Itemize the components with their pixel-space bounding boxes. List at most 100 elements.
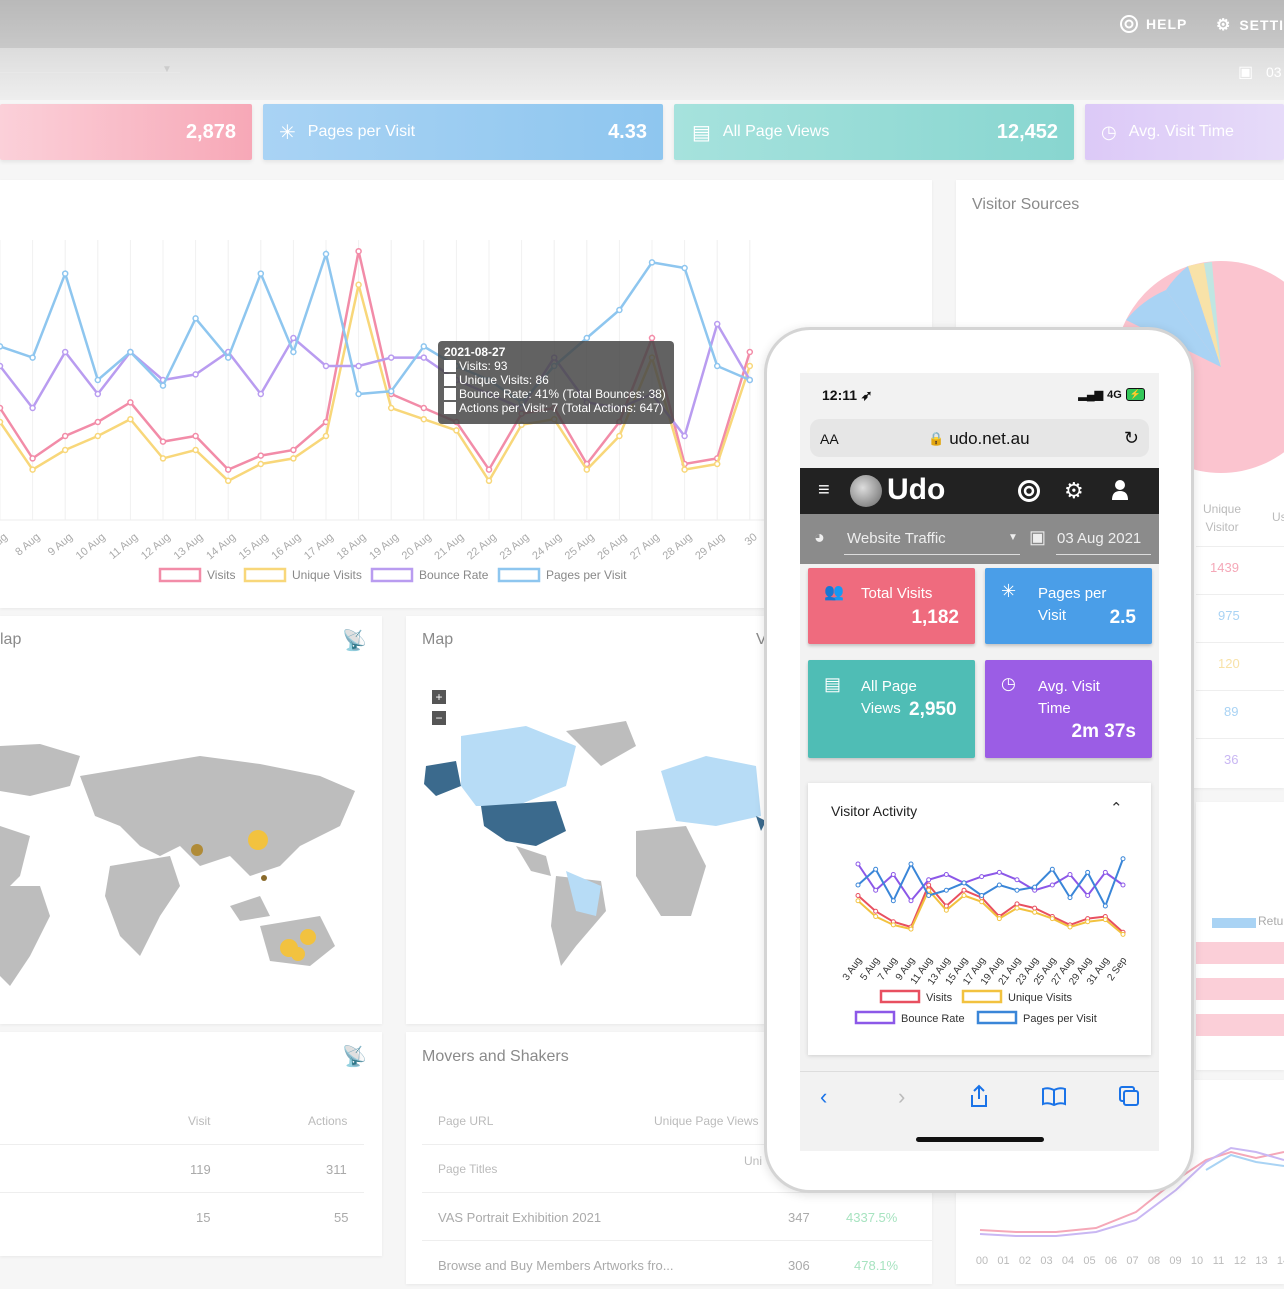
pie-slice[interactable]	[1166, 266, 1221, 367]
bar[interactable]	[1196, 942, 1284, 964]
pie-slice[interactable]	[1188, 263, 1221, 367]
data-point	[224, 477, 232, 485]
data-point	[0, 343, 4, 350]
map-marker[interactable]	[248, 830, 268, 850]
report-select[interactable]: Website Traffic	[847, 530, 946, 547]
pie-slice[interactable]	[1126, 290, 1221, 367]
legend-swatch	[370, 567, 414, 583]
table-cell: 15	[196, 1210, 211, 1225]
data-point	[1102, 903, 1108, 909]
legend-swatch	[243, 567, 287, 583]
legend-label: Unique Visits	[292, 568, 362, 582]
data-point	[94, 376, 102, 384]
data-point	[290, 334, 297, 342]
avatar[interactable]	[850, 475, 882, 507]
gear-icon[interactable]: ⚙	[1064, 478, 1084, 503]
zoom-in-button[interactable]: +	[432, 690, 446, 704]
legend-label: Bounce Rate	[901, 1013, 965, 1025]
data-point	[61, 446, 69, 454]
choropleth-map[interactable]	[406, 616, 766, 1024]
legend-swatch	[1212, 918, 1256, 928]
forward-icon[interactable]: ›	[898, 1084, 906, 1109]
date-field[interactable]: 03 Aug 2021	[1057, 530, 1142, 547]
bookmarks-icon[interactable]	[1041, 1086, 1067, 1106]
table-cell[interactable]: VAS Portrait Exhibition 2021	[438, 1210, 602, 1225]
date-field[interactable]: 03	[1266, 64, 1282, 80]
share-icon[interactable]	[968, 1084, 990, 1108]
data-point	[583, 334, 591, 342]
map-marker[interactable]	[291, 947, 305, 961]
chevron-down-icon: ▼	[162, 64, 172, 75]
metric-card-pages-per-visit: ✳ Pages per Visit 2.5	[985, 568, 1152, 644]
data-point	[943, 872, 949, 877]
data-point	[681, 466, 688, 473]
data-point	[29, 404, 36, 412]
legend-swatch	[854, 1010, 896, 1025]
table-cell: 55	[334, 1210, 349, 1225]
url-text[interactable]: 🔒 udo.net.au	[928, 429, 1030, 448]
pie-slice[interactable]	[1204, 262, 1221, 367]
dropdown-stub[interactable]: V	[756, 631, 767, 648]
x-tick-label: 18 Aug	[335, 531, 369, 562]
broadcast-icon[interactable]: 📡	[342, 630, 367, 652]
table-cell: 347	[788, 1210, 810, 1225]
report-dropdown[interactable]	[0, 72, 180, 73]
help-button[interactable]: HELP	[1120, 15, 1187, 33]
text-size-button[interactable]: AA	[820, 431, 839, 447]
data-point	[890, 922, 896, 928]
calendar-icon[interactable]: ▣	[1238, 64, 1254, 81]
data-point	[1032, 909, 1038, 915]
data-point	[873, 887, 879, 893]
data-point	[713, 460, 721, 468]
data-point	[873, 866, 879, 872]
back-icon[interactable]: ‹	[820, 1084, 828, 1109]
data-point	[961, 880, 967, 886]
table-cell: 478.1%	[854, 1258, 899, 1273]
table-cell: 36	[1224, 752, 1239, 767]
world-map[interactable]	[0, 616, 382, 1024]
data-point	[290, 455, 297, 462]
x-tick-label: 01	[997, 1255, 1009, 1267]
data-point	[61, 432, 69, 440]
tabs-icon[interactable]	[1118, 1085, 1140, 1107]
bar[interactable]	[1196, 1014, 1284, 1036]
column-header: Page Titles	[438, 1162, 498, 1176]
reload-icon[interactable]: ↻	[1123, 428, 1139, 448]
legend-swatch	[158, 567, 202, 583]
data-point	[420, 354, 428, 361]
metric-card-total-visits: 👥 Total Visits 1,182	[808, 568, 975, 644]
data-point	[1014, 877, 1020, 883]
lifebuoy-icon[interactable]	[1018, 480, 1040, 502]
map-marker[interactable]	[191, 844, 203, 856]
broadcast-icon[interactable]: 📡	[342, 1046, 367, 1068]
x-tick-label: 00	[976, 1255, 988, 1267]
data-point	[1049, 916, 1055, 922]
data-point	[224, 466, 232, 473]
chevron-up-icon[interactable]: ⌃	[1110, 800, 1123, 817]
series-line	[857, 863, 1124, 903]
data-point	[1067, 872, 1073, 877]
zoom-out-button[interactable]: −	[432, 711, 446, 725]
data-point	[192, 371, 199, 378]
url-bar[interactable]: AA 🔒 udo.net.au ↻	[810, 419, 1149, 457]
data-point	[713, 362, 721, 370]
data-point	[926, 877, 932, 883]
data-point	[224, 354, 232, 361]
data-point	[1085, 869, 1091, 875]
data-point	[1085, 919, 1091, 925]
settings-button[interactable]: ⚙ SETTI	[1216, 15, 1284, 35]
series-line	[857, 883, 1124, 933]
table-cell[interactable]: Browse and Buy Members Artworks fro...	[438, 1258, 674, 1273]
user-icon[interactable]	[1111, 479, 1129, 501]
legend-label: Visits	[207, 568, 235, 582]
x-tick-label: 07	[1126, 1255, 1138, 1267]
bar[interactable]	[1196, 978, 1284, 1000]
calendar-icon[interactable]: ▣	[1029, 527, 1047, 547]
table-cell: 1439	[1210, 560, 1239, 575]
settings-label: SETTI	[1239, 17, 1284, 33]
map-marker[interactable]	[300, 929, 316, 945]
chevron-down-icon[interactable]: ▼	[1008, 532, 1018, 543]
hamburger-menu-icon[interactable]: ≡	[818, 479, 830, 501]
map-marker[interactable]	[261, 875, 267, 881]
